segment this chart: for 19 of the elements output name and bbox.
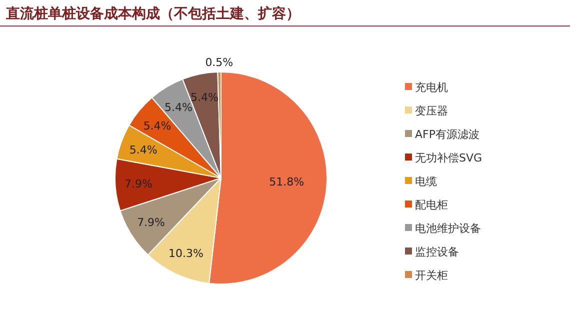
legend-label: 充电机 (415, 81, 448, 94)
data-label: 5.4% (129, 144, 158, 157)
data-label: 5.4% (143, 119, 172, 132)
data-label: 7.9% (124, 177, 152, 190)
legend-label: 开关柜 (415, 269, 448, 282)
data-label: 5.4% (190, 90, 218, 104)
legend-label: 电缆 (415, 175, 437, 188)
legend-label: 变压器 (415, 104, 448, 118)
legend-label: 电池维护设备 (415, 222, 481, 235)
data-label: 5.4% (164, 101, 192, 114)
data-label: 7.9% (137, 216, 166, 230)
data-label: 10.3% (168, 246, 204, 260)
legend-label: 监控设备 (415, 246, 459, 258)
data-label: 0.5% (205, 56, 234, 70)
legend-label: AFP有源滤波 (415, 128, 480, 141)
data-label: 51.8% (269, 176, 304, 189)
chart-title: 直流桩单桩设备成本构成（不包括土建、扩容） (5, 5, 300, 22)
legend-label: 配电柜 (415, 198, 448, 212)
legend-label: 无功补偿SVG (415, 152, 482, 164)
